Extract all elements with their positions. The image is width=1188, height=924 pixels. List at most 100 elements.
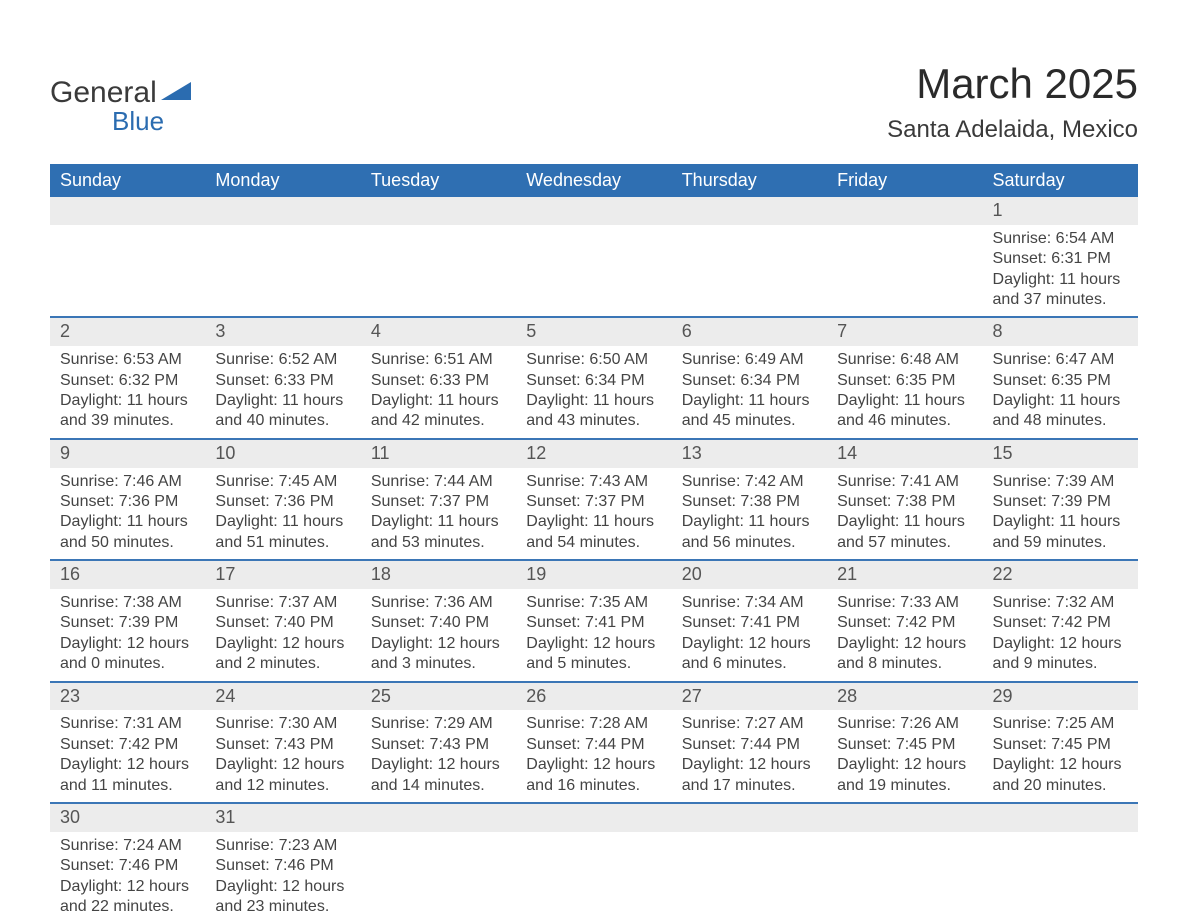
day-header: Tuesday — [361, 164, 516, 197]
calendar-week: 23Sunrise: 7:31 AMSunset: 7:42 PMDayligh… — [50, 682, 1138, 803]
title-block: March 2025 Santa Adelaida, Mexico — [887, 60, 1138, 144]
calendar-cell: 10Sunrise: 7:45 AMSunset: 7:36 PMDayligh… — [205, 439, 360, 560]
logo-mark-icon — [161, 78, 191, 105]
daylight-line: Daylight: 11 hours and 59 minutes. — [993, 512, 1128, 553]
day-details: Sunrise: 6:47 AMSunset: 6:35 PMDaylight:… — [983, 346, 1138, 438]
calendar-cell — [361, 197, 516, 317]
calendar-cell: 13Sunrise: 7:42 AMSunset: 7:38 PMDayligh… — [672, 439, 827, 560]
calendar-week: 16Sunrise: 7:38 AMSunset: 7:39 PMDayligh… — [50, 560, 1138, 681]
daylight-line: Daylight: 12 hours and 14 minutes. — [371, 755, 506, 796]
calendar-cell: 19Sunrise: 7:35 AMSunset: 7:41 PMDayligh… — [516, 560, 671, 681]
day-number — [50, 197, 205, 225]
day-details — [516, 225, 671, 255]
logo-word-1: General — [50, 76, 157, 109]
day-details: Sunrise: 7:31 AMSunset: 7:42 PMDaylight:… — [50, 710, 205, 802]
day-number: 30 — [50, 804, 205, 832]
day-details: Sunrise: 7:29 AMSunset: 7:43 PMDaylight:… — [361, 710, 516, 802]
daylight-line: Daylight: 12 hours and 0 minutes. — [60, 634, 195, 675]
day-number: 26 — [516, 683, 671, 711]
day-details: Sunrise: 6:50 AMSunset: 6:34 PMDaylight:… — [516, 346, 671, 438]
sunset-line: Sunset: 7:45 PM — [837, 735, 972, 755]
calendar-cell: 23Sunrise: 7:31 AMSunset: 7:42 PMDayligh… — [50, 682, 205, 803]
daylight-line: Daylight: 12 hours and 23 minutes. — [215, 877, 350, 918]
calendar-week: 1Sunrise: 6:54 AMSunset: 6:31 PMDaylight… — [50, 197, 1138, 317]
day-number — [361, 197, 516, 225]
calendar-cell: 17Sunrise: 7:37 AMSunset: 7:40 PMDayligh… — [205, 560, 360, 681]
day-header: Thursday — [672, 164, 827, 197]
calendar-cell: 11Sunrise: 7:44 AMSunset: 7:37 PMDayligh… — [361, 439, 516, 560]
sunrise-line: Sunrise: 6:53 AM — [60, 350, 195, 370]
daylight-line: Daylight: 11 hours and 56 minutes. — [682, 512, 817, 553]
day-number — [672, 197, 827, 225]
sunset-line: Sunset: 7:37 PM — [371, 492, 506, 512]
daylight-line: Daylight: 11 hours and 53 minutes. — [371, 512, 506, 553]
sunset-line: Sunset: 7:41 PM — [526, 613, 661, 633]
calendar-cell: 21Sunrise: 7:33 AMSunset: 7:42 PMDayligh… — [827, 560, 982, 681]
day-header: Wednesday — [516, 164, 671, 197]
day-header: Sunday — [50, 164, 205, 197]
logo-word-2: Blue — [112, 106, 191, 137]
calendar-cell — [361, 803, 516, 923]
sunset-line: Sunset: 7:43 PM — [371, 735, 506, 755]
day-number — [672, 804, 827, 832]
day-number — [516, 804, 671, 832]
calendar-cell: 3Sunrise: 6:52 AMSunset: 6:33 PMDaylight… — [205, 317, 360, 438]
day-number: 6 — [672, 318, 827, 346]
daylight-line: Daylight: 12 hours and 19 minutes. — [837, 755, 972, 796]
day-details: Sunrise: 6:48 AMSunset: 6:35 PMDaylight:… — [827, 346, 982, 438]
day-details — [672, 225, 827, 255]
day-details: Sunrise: 7:43 AMSunset: 7:37 PMDaylight:… — [516, 468, 671, 560]
sunrise-line: Sunrise: 7:45 AM — [215, 472, 350, 492]
sunrise-line: Sunrise: 7:46 AM — [60, 472, 195, 492]
day-details: Sunrise: 7:32 AMSunset: 7:42 PMDaylight:… — [983, 589, 1138, 681]
sunrise-line: Sunrise: 7:29 AM — [371, 714, 506, 734]
sunset-line: Sunset: 7:39 PM — [993, 492, 1128, 512]
daylight-line: Daylight: 11 hours and 57 minutes. — [837, 512, 972, 553]
sunrise-line: Sunrise: 7:27 AM — [682, 714, 817, 734]
sunset-line: Sunset: 6:33 PM — [215, 371, 350, 391]
calendar-week: 2Sunrise: 6:53 AMSunset: 6:32 PMDaylight… — [50, 317, 1138, 438]
calendar-cell — [50, 197, 205, 317]
day-details: Sunrise: 7:34 AMSunset: 7:41 PMDaylight:… — [672, 589, 827, 681]
day-details: Sunrise: 7:27 AMSunset: 7:44 PMDaylight:… — [672, 710, 827, 802]
calendar-cell: 30Sunrise: 7:24 AMSunset: 7:46 PMDayligh… — [50, 803, 205, 923]
daylight-line: Daylight: 12 hours and 11 minutes. — [60, 755, 195, 796]
sunrise-line: Sunrise: 7:37 AM — [215, 593, 350, 613]
day-number: 23 — [50, 683, 205, 711]
calendar-cell: 18Sunrise: 7:36 AMSunset: 7:40 PMDayligh… — [361, 560, 516, 681]
day-number: 12 — [516, 440, 671, 468]
sunrise-line: Sunrise: 7:34 AM — [682, 593, 817, 613]
day-details: Sunrise: 6:54 AMSunset: 6:31 PMDaylight:… — [983, 225, 1138, 317]
day-number: 31 — [205, 804, 360, 832]
sunrise-line: Sunrise: 6:48 AM — [837, 350, 972, 370]
daylight-line: Daylight: 11 hours and 37 minutes. — [993, 270, 1128, 311]
day-number: 14 — [827, 440, 982, 468]
sunrise-line: Sunrise: 6:49 AM — [682, 350, 817, 370]
day-number: 16 — [50, 561, 205, 589]
sunrise-line: Sunrise: 7:35 AM — [526, 593, 661, 613]
sunrise-line: Sunrise: 7:24 AM — [60, 836, 195, 856]
calendar-cell: 16Sunrise: 7:38 AMSunset: 7:39 PMDayligh… — [50, 560, 205, 681]
daylight-line: Daylight: 12 hours and 12 minutes. — [215, 755, 350, 796]
sunset-line: Sunset: 7:41 PM — [682, 613, 817, 633]
sunset-line: Sunset: 6:35 PM — [837, 371, 972, 391]
daylight-line: Daylight: 11 hours and 45 minutes. — [682, 391, 817, 432]
calendar-cell — [516, 803, 671, 923]
calendar-cell: 26Sunrise: 7:28 AMSunset: 7:44 PMDayligh… — [516, 682, 671, 803]
day-details — [361, 225, 516, 255]
daylight-line: Daylight: 11 hours and 54 minutes. — [526, 512, 661, 553]
calendar-week: 30Sunrise: 7:24 AMSunset: 7:46 PMDayligh… — [50, 803, 1138, 923]
day-number — [827, 804, 982, 832]
day-details: Sunrise: 7:35 AMSunset: 7:41 PMDaylight:… — [516, 589, 671, 681]
header: General Blue March 2025 Santa Adelaida, … — [50, 60, 1138, 144]
day-number: 18 — [361, 561, 516, 589]
sunrise-line: Sunrise: 7:30 AM — [215, 714, 350, 734]
calendar-week: 9Sunrise: 7:46 AMSunset: 7:36 PMDaylight… — [50, 439, 1138, 560]
calendar-cell: 4Sunrise: 6:51 AMSunset: 6:33 PMDaylight… — [361, 317, 516, 438]
day-details — [361, 832, 516, 862]
day-number: 27 — [672, 683, 827, 711]
day-details: Sunrise: 7:36 AMSunset: 7:40 PMDaylight:… — [361, 589, 516, 681]
daylight-line: Daylight: 11 hours and 51 minutes. — [215, 512, 350, 553]
day-number: 22 — [983, 561, 1138, 589]
daylight-line: Daylight: 12 hours and 16 minutes. — [526, 755, 661, 796]
